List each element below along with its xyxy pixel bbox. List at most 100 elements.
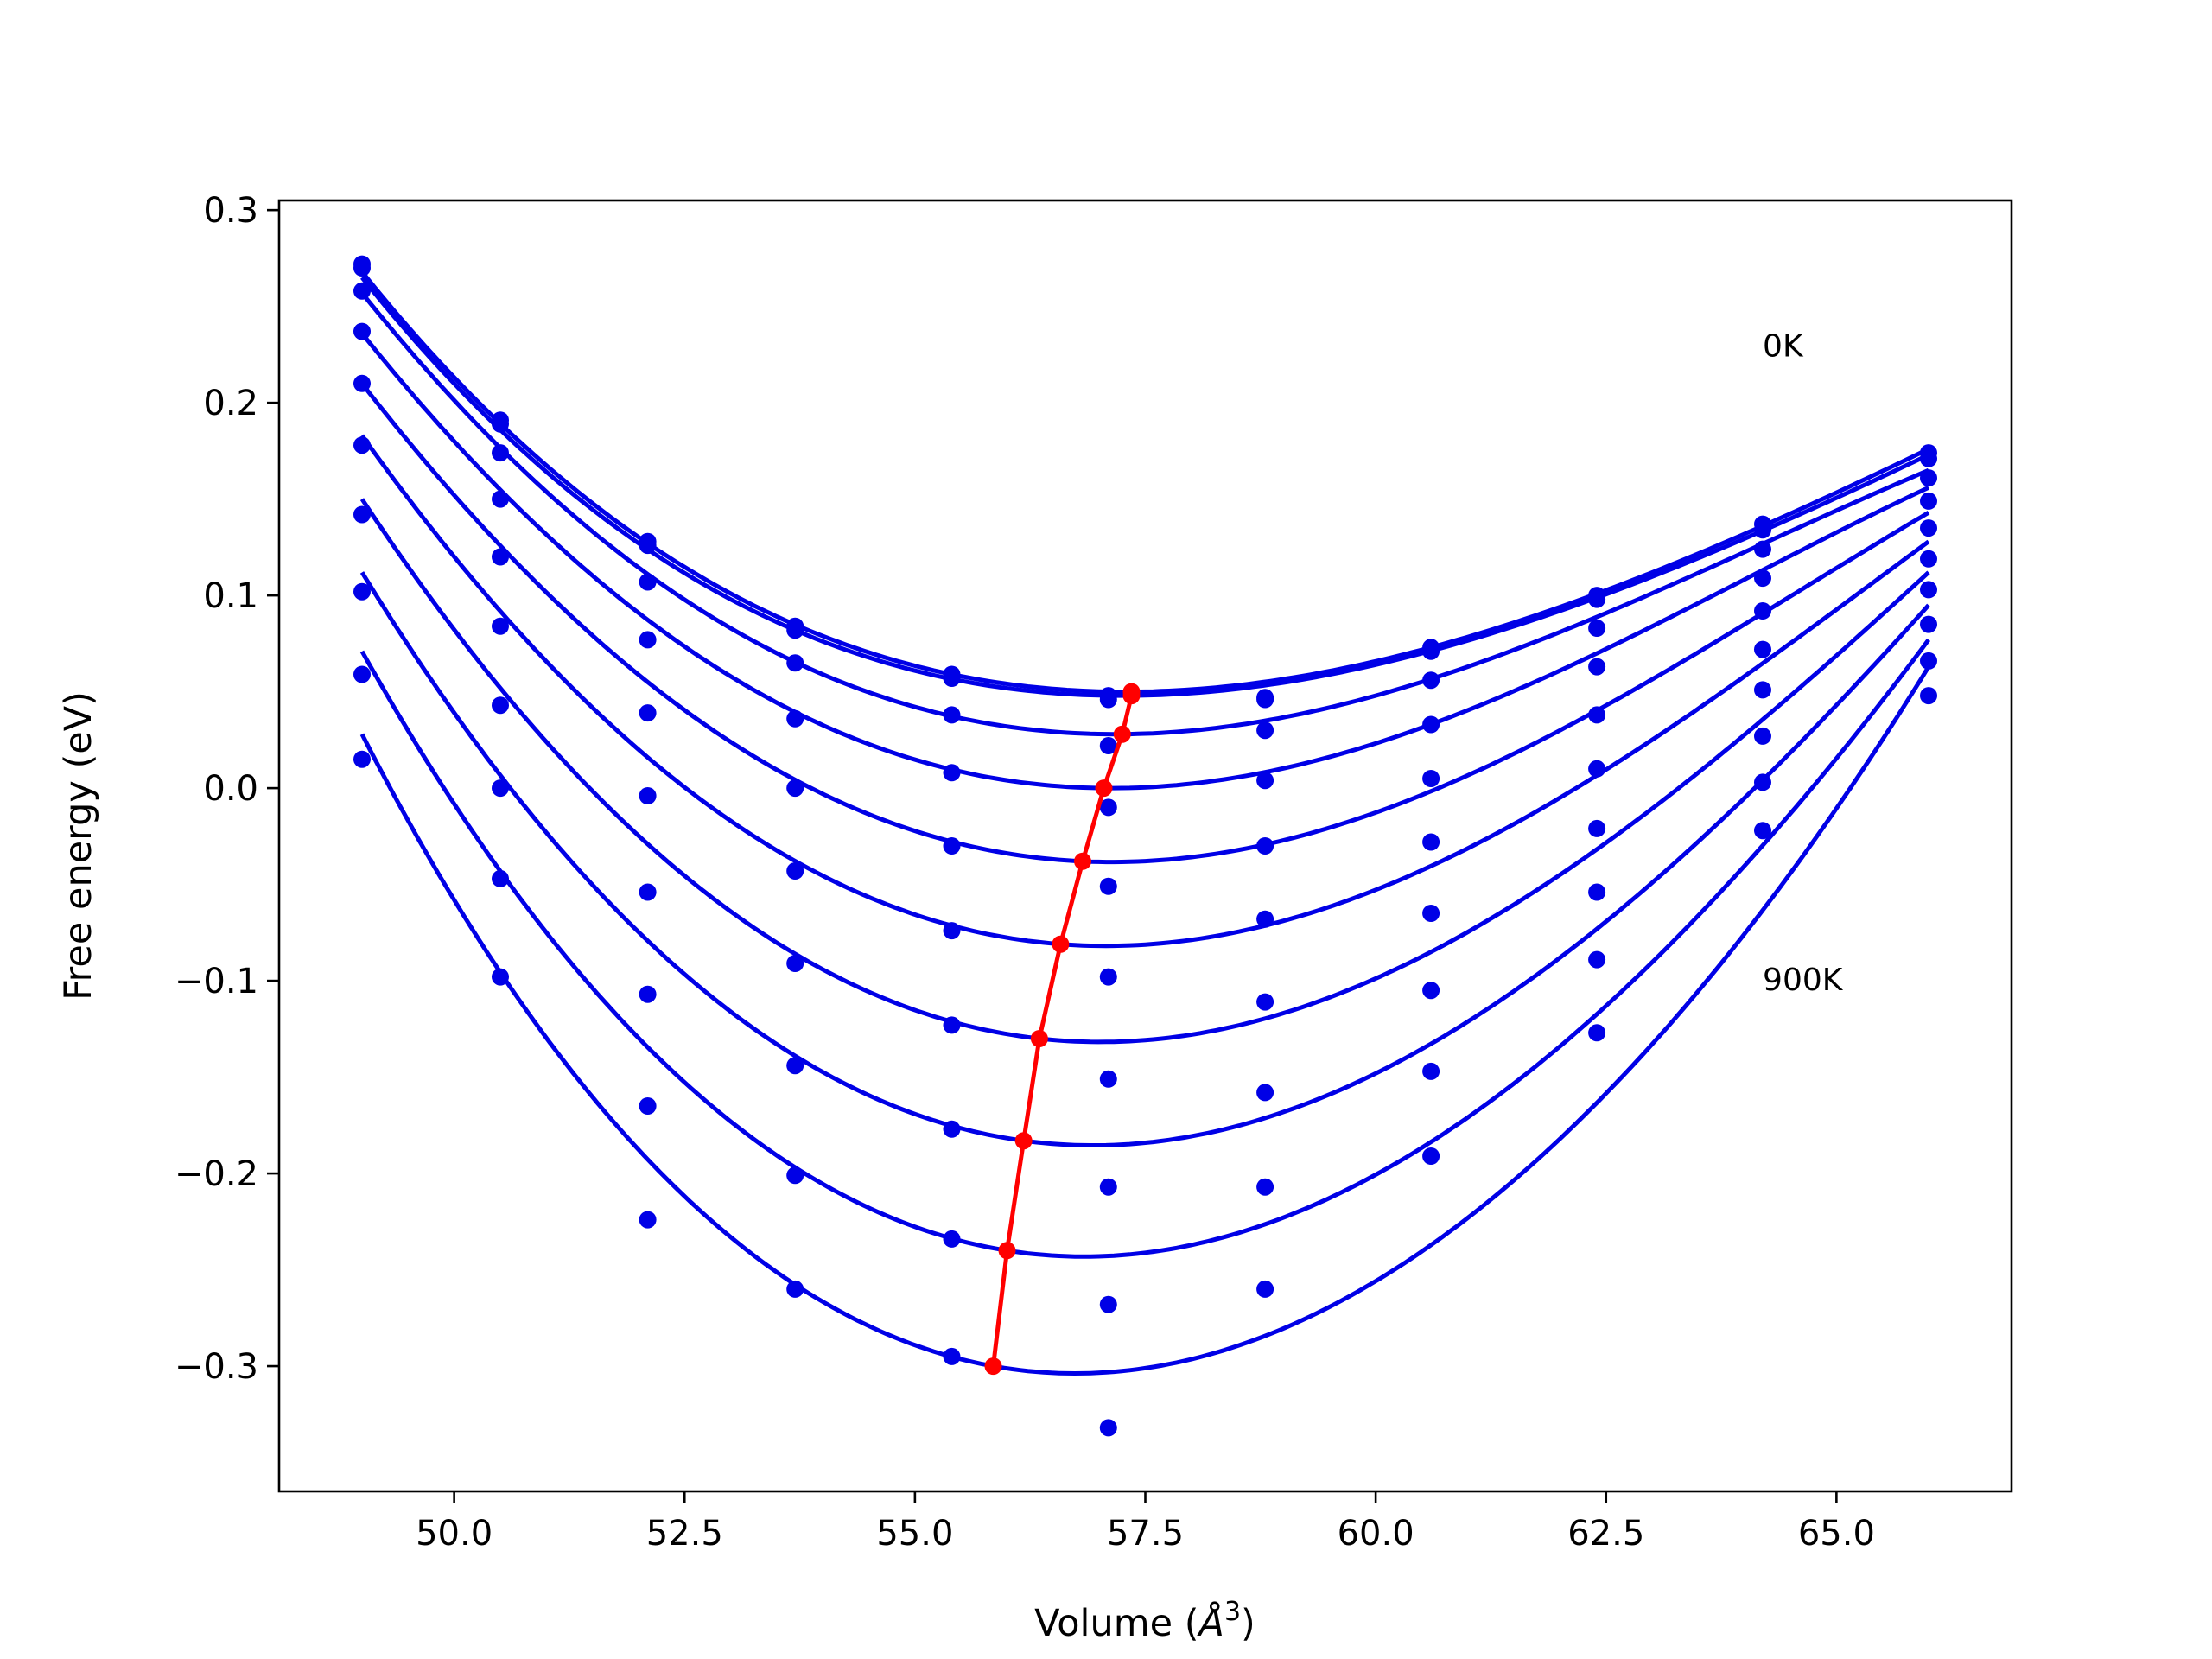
minimum-point xyxy=(1095,779,1113,798)
fit-curve-8 xyxy=(359,571,1930,1147)
y-tick-label: 0.3 xyxy=(203,191,258,231)
minimum-point xyxy=(1122,687,1141,705)
data-point xyxy=(1754,540,1771,558)
fit-curve-3 xyxy=(360,291,1929,737)
y-axis-title: Free energy (eV) xyxy=(57,691,100,1001)
data-point xyxy=(943,670,961,687)
data-point xyxy=(786,955,804,972)
data-point xyxy=(1099,1070,1117,1088)
data-point xyxy=(1099,690,1117,709)
data-point xyxy=(1422,770,1440,787)
fit-curve-9 xyxy=(359,638,1931,1259)
data-point xyxy=(943,922,961,940)
y-tick-label: −0.2 xyxy=(175,1154,258,1194)
data-point xyxy=(353,750,371,768)
x-axis: 50.0 52.5 55.0 57.5 60.0 62.5 65.0 xyxy=(416,1491,1875,1554)
data-point xyxy=(492,696,509,715)
data-point xyxy=(1099,968,1117,986)
data-point xyxy=(786,709,804,728)
x-axis-title: Volume (Å3) xyxy=(1034,1597,1255,1645)
minimum-point xyxy=(1052,935,1070,953)
data-point xyxy=(639,631,657,649)
data-point xyxy=(1256,837,1274,855)
data-point xyxy=(1422,982,1440,1000)
x-tick-label: 65.0 xyxy=(1798,1514,1875,1554)
temperature-label: 0K xyxy=(1763,329,1804,365)
data-point xyxy=(1754,521,1771,539)
x-axis-title-close: ) xyxy=(1241,1602,1255,1645)
fit-curve-2 xyxy=(360,276,1930,698)
data-point xyxy=(786,654,804,672)
data-point xyxy=(353,374,371,392)
x-axis-title-exponent: 3 xyxy=(1224,1597,1241,1627)
data-point xyxy=(492,490,509,508)
y-tick-label: 0.2 xyxy=(203,384,258,423)
y-tick-label: −0.3 xyxy=(175,1347,258,1387)
data-point xyxy=(1422,715,1440,734)
data-point xyxy=(1588,819,1606,837)
fit-curve-10 xyxy=(359,665,1931,1376)
data-point xyxy=(1422,905,1440,922)
data-point xyxy=(1588,620,1606,637)
x-tick-label: 62.5 xyxy=(1567,1514,1644,1554)
data-point xyxy=(1422,1062,1440,1080)
minimum-point xyxy=(1030,1030,1048,1047)
fit-curves xyxy=(359,270,1931,1376)
data-point xyxy=(1754,822,1771,840)
minimum-point xyxy=(984,1357,1002,1376)
x-axis-title-text: Volume ( xyxy=(1034,1602,1198,1645)
data-point xyxy=(1256,1084,1274,1102)
data-point xyxy=(1754,602,1771,620)
fit-curve-5 xyxy=(360,382,1930,865)
data-point xyxy=(1256,1280,1274,1298)
data-point xyxy=(353,436,371,454)
data-point xyxy=(1099,1295,1117,1313)
data-point xyxy=(353,259,371,276)
data-point xyxy=(1099,798,1117,817)
x-tick-label: 55.0 xyxy=(876,1514,953,1554)
data-point xyxy=(492,869,509,887)
y-tick-label: 0.1 xyxy=(203,576,258,616)
data-point xyxy=(492,779,509,798)
data-point xyxy=(492,548,509,566)
data-point xyxy=(1099,737,1117,754)
data-point xyxy=(353,322,371,340)
minima-line xyxy=(991,691,1134,1367)
x-tick-label: 57.5 xyxy=(1107,1514,1184,1554)
data-point xyxy=(1920,449,1937,467)
data-point xyxy=(639,883,657,901)
data-point xyxy=(1920,581,1937,599)
data-point xyxy=(1588,658,1606,676)
data-point xyxy=(786,1057,804,1075)
data-point xyxy=(943,706,961,724)
data-point xyxy=(492,617,509,635)
data-point xyxy=(1256,690,1274,709)
data-point xyxy=(1422,1147,1440,1165)
plot-area-frame xyxy=(277,199,2013,1493)
fit-curve-7 xyxy=(359,498,1930,1045)
data-point xyxy=(639,704,657,722)
data-point xyxy=(1754,727,1771,745)
minima-path xyxy=(984,683,1141,1376)
data-point xyxy=(1920,687,1937,705)
data-point xyxy=(353,282,371,300)
data-point xyxy=(943,764,961,782)
data-points xyxy=(353,255,1937,1437)
minimum-point xyxy=(1113,725,1131,743)
data-point xyxy=(1422,671,1440,690)
data-point xyxy=(1256,721,1274,740)
y-tick-label: 0.0 xyxy=(203,769,258,809)
data-point xyxy=(353,505,371,524)
data-point xyxy=(492,415,509,433)
fit-curve-1 xyxy=(360,270,1930,695)
temperature-label: 900K xyxy=(1763,963,1844,998)
data-point xyxy=(786,779,804,798)
data-point xyxy=(786,1166,804,1185)
data-point xyxy=(1588,706,1606,724)
data-point xyxy=(639,1211,657,1229)
minimum-point xyxy=(1014,1132,1033,1150)
data-point xyxy=(786,621,804,639)
data-point xyxy=(1588,1024,1606,1042)
data-point xyxy=(943,1347,961,1365)
